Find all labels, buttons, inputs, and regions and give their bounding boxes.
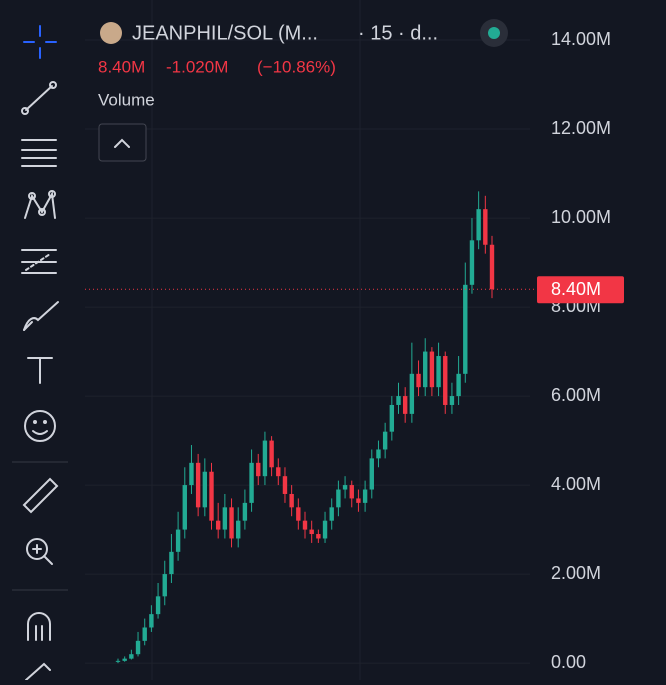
trendline-tool[interactable] xyxy=(21,81,57,115)
magnet-tool[interactable] xyxy=(27,612,51,641)
candle-body xyxy=(463,284,468,374)
candle-body xyxy=(135,640,141,655)
candle-body xyxy=(329,507,334,521)
candle-body xyxy=(429,351,435,388)
y-tick-label: 14.00M xyxy=(551,29,611,49)
candle-body xyxy=(369,458,374,490)
candle-body xyxy=(195,462,201,508)
candle-body xyxy=(382,431,388,450)
forecast-tool[interactable] xyxy=(21,249,57,274)
candle-body xyxy=(376,449,381,459)
candle-body xyxy=(309,529,314,535)
change: -1.020M xyxy=(166,57,228,76)
candle-body xyxy=(416,373,421,388)
candle-body xyxy=(229,507,234,539)
candle-body xyxy=(456,373,461,397)
ruler-tool[interactable] xyxy=(22,477,59,514)
candle-body xyxy=(169,551,174,575)
pattern-tool[interactable] xyxy=(24,190,56,219)
fib-tool[interactable] xyxy=(21,139,57,167)
candle-body xyxy=(356,498,361,503)
candle-body xyxy=(389,404,395,432)
lock-tool[interactable] xyxy=(25,662,51,681)
candle-body xyxy=(449,396,455,405)
candle-body xyxy=(489,244,495,290)
last-value: 8.40M xyxy=(98,57,145,76)
symbol-avatar[interactable] xyxy=(100,22,122,44)
y-tick-label: 10.00M xyxy=(551,207,611,227)
toolbar xyxy=(12,25,68,681)
brush-tool[interactable] xyxy=(23,301,59,331)
crosshair-tool[interactable] xyxy=(23,25,57,59)
candle-body xyxy=(423,351,428,388)
candle-body xyxy=(276,467,281,477)
last-price-box xyxy=(537,276,624,304)
candle-body xyxy=(115,660,121,662)
candle-body xyxy=(282,476,288,494)
candle-body xyxy=(443,356,448,405)
candle-body xyxy=(476,209,481,241)
y-tick-label: 12.00M xyxy=(551,118,611,138)
candle-body xyxy=(336,489,341,508)
indicator-label: Volume xyxy=(98,90,155,109)
candle-body xyxy=(296,507,301,521)
candle-body xyxy=(289,493,294,508)
candle-body xyxy=(469,240,475,285)
status-dot xyxy=(488,27,500,39)
collapse-button[interactable] xyxy=(98,123,147,162)
zoom-tool[interactable] xyxy=(26,538,53,565)
candle-body xyxy=(242,502,248,521)
y-tick-label: 4.00M xyxy=(551,474,601,494)
candle-body xyxy=(402,396,408,414)
candle-body xyxy=(396,396,401,405)
candle-body xyxy=(269,440,274,468)
candle-body xyxy=(316,534,321,539)
chevron-icon xyxy=(114,138,130,148)
candle-body xyxy=(142,627,147,641)
plot-area xyxy=(85,39,530,664)
candle-body xyxy=(249,462,254,503)
candle-body xyxy=(175,529,181,552)
candle-body xyxy=(362,489,368,503)
candle-body xyxy=(149,614,154,628)
candle-body xyxy=(342,485,348,490)
candle-body xyxy=(129,654,134,659)
candle-body xyxy=(256,462,261,477)
candle-body xyxy=(436,356,441,388)
last-price-label: 8.40M xyxy=(551,279,601,299)
candle-body xyxy=(302,520,308,530)
candle-body xyxy=(236,520,241,539)
y-tick-label: 2.00M xyxy=(551,563,601,583)
candle-body xyxy=(262,440,268,477)
candle-body xyxy=(322,520,328,539)
text-tool[interactable] xyxy=(27,357,53,384)
candle-body xyxy=(202,471,208,508)
emoji-tool[interactable] xyxy=(24,410,56,442)
change-percent: (−10.86%) xyxy=(257,57,336,76)
symbol-title[interactable]: JEANPHIL/SOL (M... xyxy=(132,22,318,44)
candle-body xyxy=(155,596,161,615)
y-tick-label: 0.00 xyxy=(551,652,586,672)
candle-body xyxy=(182,485,187,530)
symbol-interval[interactable]: · 15 · d... xyxy=(358,22,438,44)
candle-body xyxy=(222,507,228,530)
candle-body xyxy=(122,658,127,661)
candle-body xyxy=(409,373,415,414)
candle-body xyxy=(483,209,488,245)
candle-body xyxy=(209,471,214,521)
candle-body xyxy=(349,485,354,499)
candle-body xyxy=(162,574,167,597)
candle-body xyxy=(215,520,221,530)
candle-body xyxy=(189,462,194,486)
y-tick-label: 6.00M xyxy=(551,385,601,405)
